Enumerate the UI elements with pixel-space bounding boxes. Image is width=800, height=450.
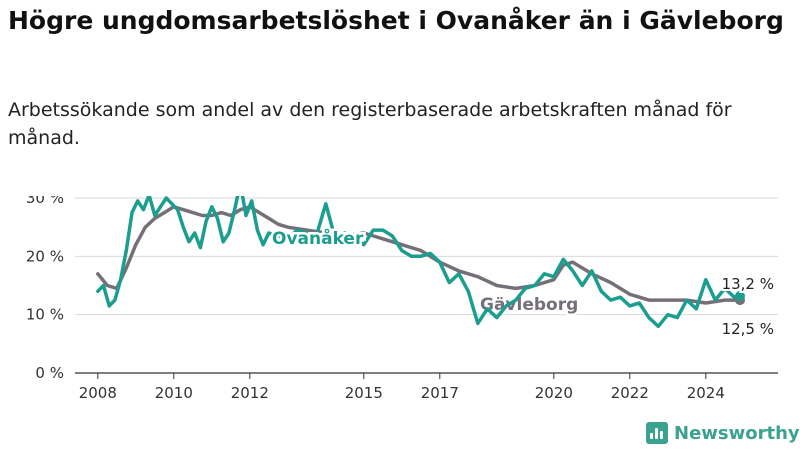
chart-title: Högre ungdomsarbetslöshet i Ovanåker än … bbox=[8, 6, 784, 35]
brand-logo: Newsworthy bbox=[646, 419, 800, 447]
bar-chart-logo-icon bbox=[646, 422, 668, 444]
x-tick-label: 2024 bbox=[687, 384, 725, 402]
ovanaker-end-point bbox=[735, 291, 745, 301]
gavleborg-end-label: 12,5 % bbox=[722, 320, 774, 338]
ovanaker-series-label: Ovanåker bbox=[272, 227, 364, 249]
x-tick-label: 2017 bbox=[421, 384, 459, 402]
y-tick-label: 30 % bbox=[26, 196, 64, 207]
gavleborg-series-label: Gävleborg bbox=[480, 295, 578, 315]
y-tick-label: 10 % bbox=[26, 306, 64, 324]
line-chart: 0 % 10 % 20 % 30 % 2008 2010 2012 2015 2017 2020 2… bbox=[26, 196, 778, 402]
gavleborg-series-line bbox=[96, 205, 742, 305]
brand-name: Newsworthy bbox=[674, 422, 800, 444]
ovanaker-end-label: 13,2 % bbox=[722, 275, 774, 293]
x-tick-label: 2015 bbox=[345, 384, 383, 402]
ovanaker-series-line bbox=[96, 196, 742, 329]
x-tick-label: 2008 bbox=[79, 384, 117, 402]
y-tick-label: 0 % bbox=[35, 364, 64, 382]
x-tick-label: 2012 bbox=[231, 384, 269, 402]
x-tick-label: 2022 bbox=[611, 384, 649, 402]
chart-subtitle: Arbetssökande som andel av den registerb… bbox=[8, 99, 732, 149]
x-tick-label: 2010 bbox=[155, 384, 193, 402]
y-tick-label: 20 % bbox=[26, 247, 64, 265]
x-tick-label: 2020 bbox=[535, 384, 573, 402]
